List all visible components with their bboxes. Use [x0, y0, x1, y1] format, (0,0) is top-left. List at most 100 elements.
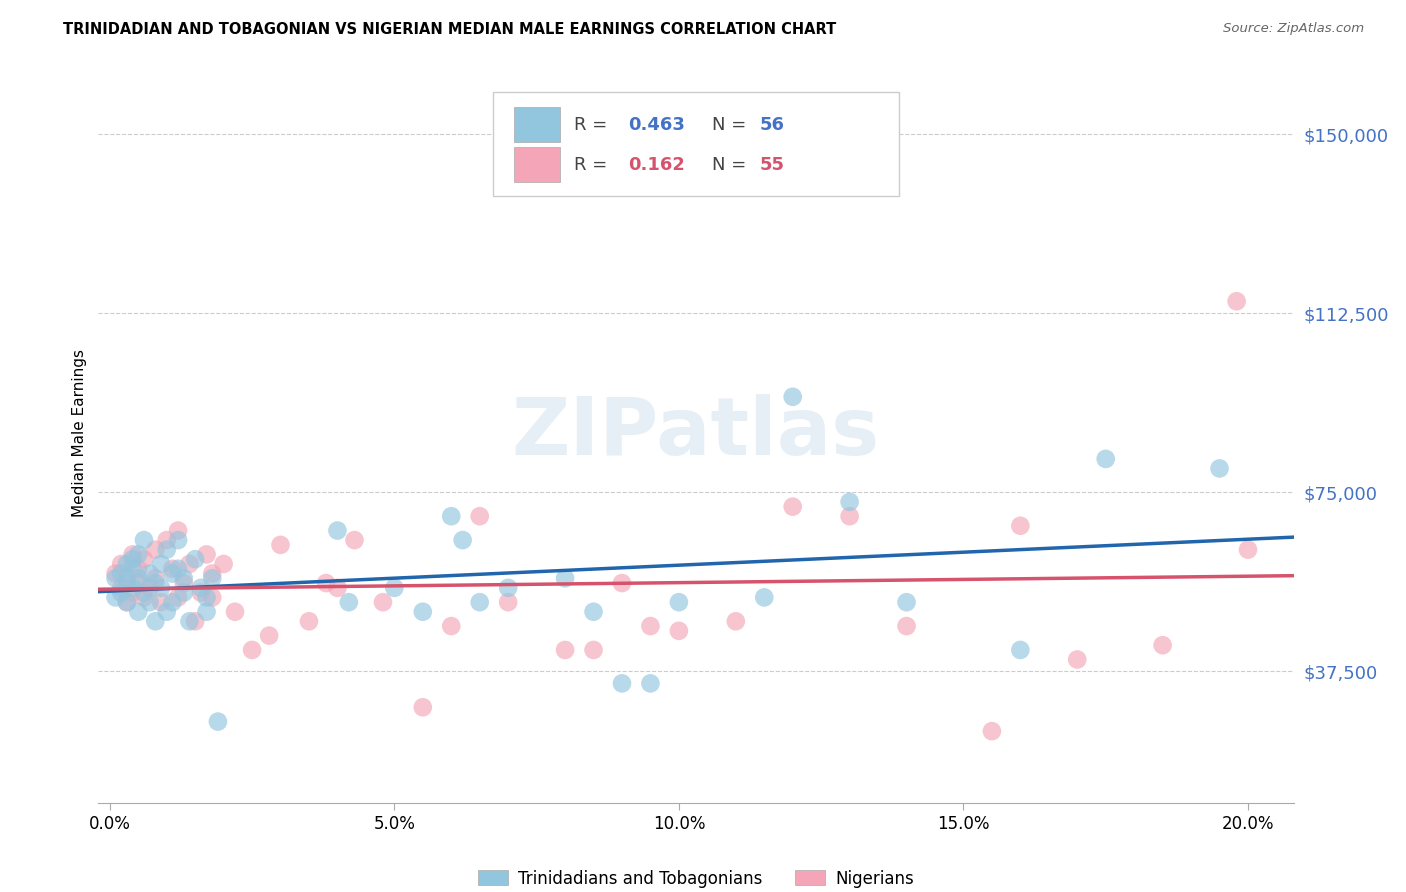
Point	[115, 557, 138, 571]
Point	[201, 571, 224, 585]
Point	[127, 548, 149, 562]
Point	[337, 595, 360, 609]
Point	[110, 566, 132, 581]
Point	[127, 605, 149, 619]
Point	[115, 576, 138, 591]
Point	[640, 676, 662, 690]
Point	[754, 591, 776, 605]
Text: R =: R =	[574, 155, 613, 174]
Point	[162, 566, 184, 581]
Point	[201, 591, 224, 605]
Point	[173, 571, 195, 585]
Point	[224, 605, 246, 619]
Point	[150, 581, 173, 595]
Point	[115, 595, 138, 609]
Point	[1208, 461, 1230, 475]
Point	[412, 700, 434, 714]
Point	[132, 585, 155, 599]
Text: 55: 55	[759, 155, 785, 174]
Point	[838, 509, 860, 524]
Point	[150, 557, 173, 571]
Point	[132, 552, 155, 566]
Point	[127, 576, 149, 591]
Point	[167, 524, 190, 538]
Point	[184, 552, 207, 566]
Point	[143, 571, 166, 585]
Point	[240, 643, 263, 657]
Point	[110, 557, 132, 571]
Point	[1152, 638, 1174, 652]
Point	[315, 576, 337, 591]
Point	[167, 591, 190, 605]
Point	[104, 571, 127, 585]
Point	[496, 595, 519, 609]
Text: TRINIDADIAN AND TOBAGONIAN VS NIGERIAN MEDIAN MALE EARNINGS CORRELATION CHART: TRINIDADIAN AND TOBAGONIAN VS NIGERIAN M…	[63, 22, 837, 37]
Point	[132, 533, 155, 547]
Point	[167, 533, 190, 547]
Point	[150, 595, 173, 609]
Point	[104, 591, 127, 605]
Point	[270, 538, 292, 552]
Point	[1066, 652, 1088, 666]
Point	[782, 500, 804, 514]
Point	[371, 595, 394, 609]
Point	[440, 509, 463, 524]
Point	[121, 585, 143, 599]
Point	[190, 585, 212, 599]
Bar	[515, 147, 560, 182]
Point	[110, 585, 132, 599]
Text: N =: N =	[711, 116, 751, 134]
Point	[156, 533, 179, 547]
Point	[121, 562, 143, 576]
Point	[162, 562, 184, 576]
Point	[980, 724, 1002, 739]
Text: ZIPatlas: ZIPatlas	[512, 393, 880, 472]
Point	[1010, 518, 1032, 533]
Point	[179, 615, 201, 629]
Point	[554, 571, 576, 585]
Point	[668, 624, 690, 638]
Point	[207, 714, 229, 729]
Point	[201, 566, 224, 581]
Point	[896, 595, 918, 609]
Point	[143, 576, 166, 591]
Text: 0.463: 0.463	[628, 116, 685, 134]
Point	[143, 542, 166, 557]
Point	[115, 595, 138, 609]
Point	[451, 533, 474, 547]
Bar	[515, 107, 560, 143]
FancyBboxPatch shape	[494, 92, 900, 195]
Text: N =: N =	[711, 155, 751, 174]
Point	[173, 576, 195, 591]
Point	[184, 615, 207, 629]
Point	[195, 605, 218, 619]
Point	[896, 619, 918, 633]
Point	[582, 605, 605, 619]
Point	[496, 581, 519, 595]
Point	[326, 581, 349, 595]
Point	[782, 390, 804, 404]
Point	[179, 557, 201, 571]
Point	[468, 509, 491, 524]
Text: 0.162: 0.162	[628, 155, 685, 174]
Point	[121, 548, 143, 562]
Y-axis label: Median Male Earnings: Median Male Earnings	[72, 349, 87, 516]
Point	[382, 581, 405, 595]
Point	[143, 615, 166, 629]
Point	[195, 548, 218, 562]
Point	[195, 591, 218, 605]
Point	[156, 605, 179, 619]
Point	[121, 581, 143, 595]
Point	[640, 619, 662, 633]
Point	[1010, 643, 1032, 657]
Point	[610, 576, 633, 591]
Point	[838, 495, 860, 509]
Point	[1226, 294, 1249, 309]
Point	[554, 643, 576, 657]
Text: R =: R =	[574, 116, 613, 134]
Point	[190, 581, 212, 595]
Point	[1237, 542, 1260, 557]
Point	[440, 619, 463, 633]
Point	[468, 595, 491, 609]
Point	[138, 581, 160, 595]
